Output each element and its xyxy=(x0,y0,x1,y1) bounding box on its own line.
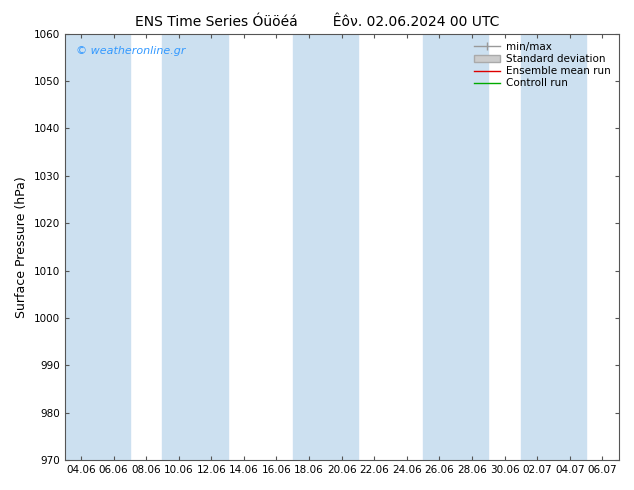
Text: © weatheronline.gr: © weatheronline.gr xyxy=(75,47,185,56)
Bar xyxy=(521,34,586,460)
Text: ENS Time Series Óüöéá        Êôν. 02.06.2024 00 UTC: ENS Time Series Óüöéá Êôν. 02.06.2024 00… xyxy=(135,15,499,29)
Bar xyxy=(293,34,358,460)
Bar xyxy=(65,34,130,460)
Bar xyxy=(162,34,228,460)
Y-axis label: Surface Pressure (hPa): Surface Pressure (hPa) xyxy=(15,176,28,318)
Bar xyxy=(423,34,488,460)
Legend: min/max, Standard deviation, Ensemble mean run, Controll run: min/max, Standard deviation, Ensemble me… xyxy=(471,39,614,92)
